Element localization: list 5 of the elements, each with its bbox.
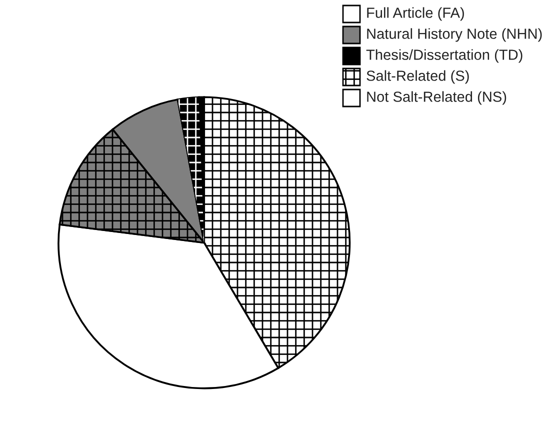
text: Not Salt-Related (NS) xyxy=(367,91,506,105)
text: Thesis/Dissertation (TD) xyxy=(366,49,522,63)
text: Salt-Related (S) xyxy=(366,70,469,84)
text: Natural History Note (NHN) xyxy=(367,28,542,42)
text: Full Article (FA) xyxy=(367,7,464,21)
